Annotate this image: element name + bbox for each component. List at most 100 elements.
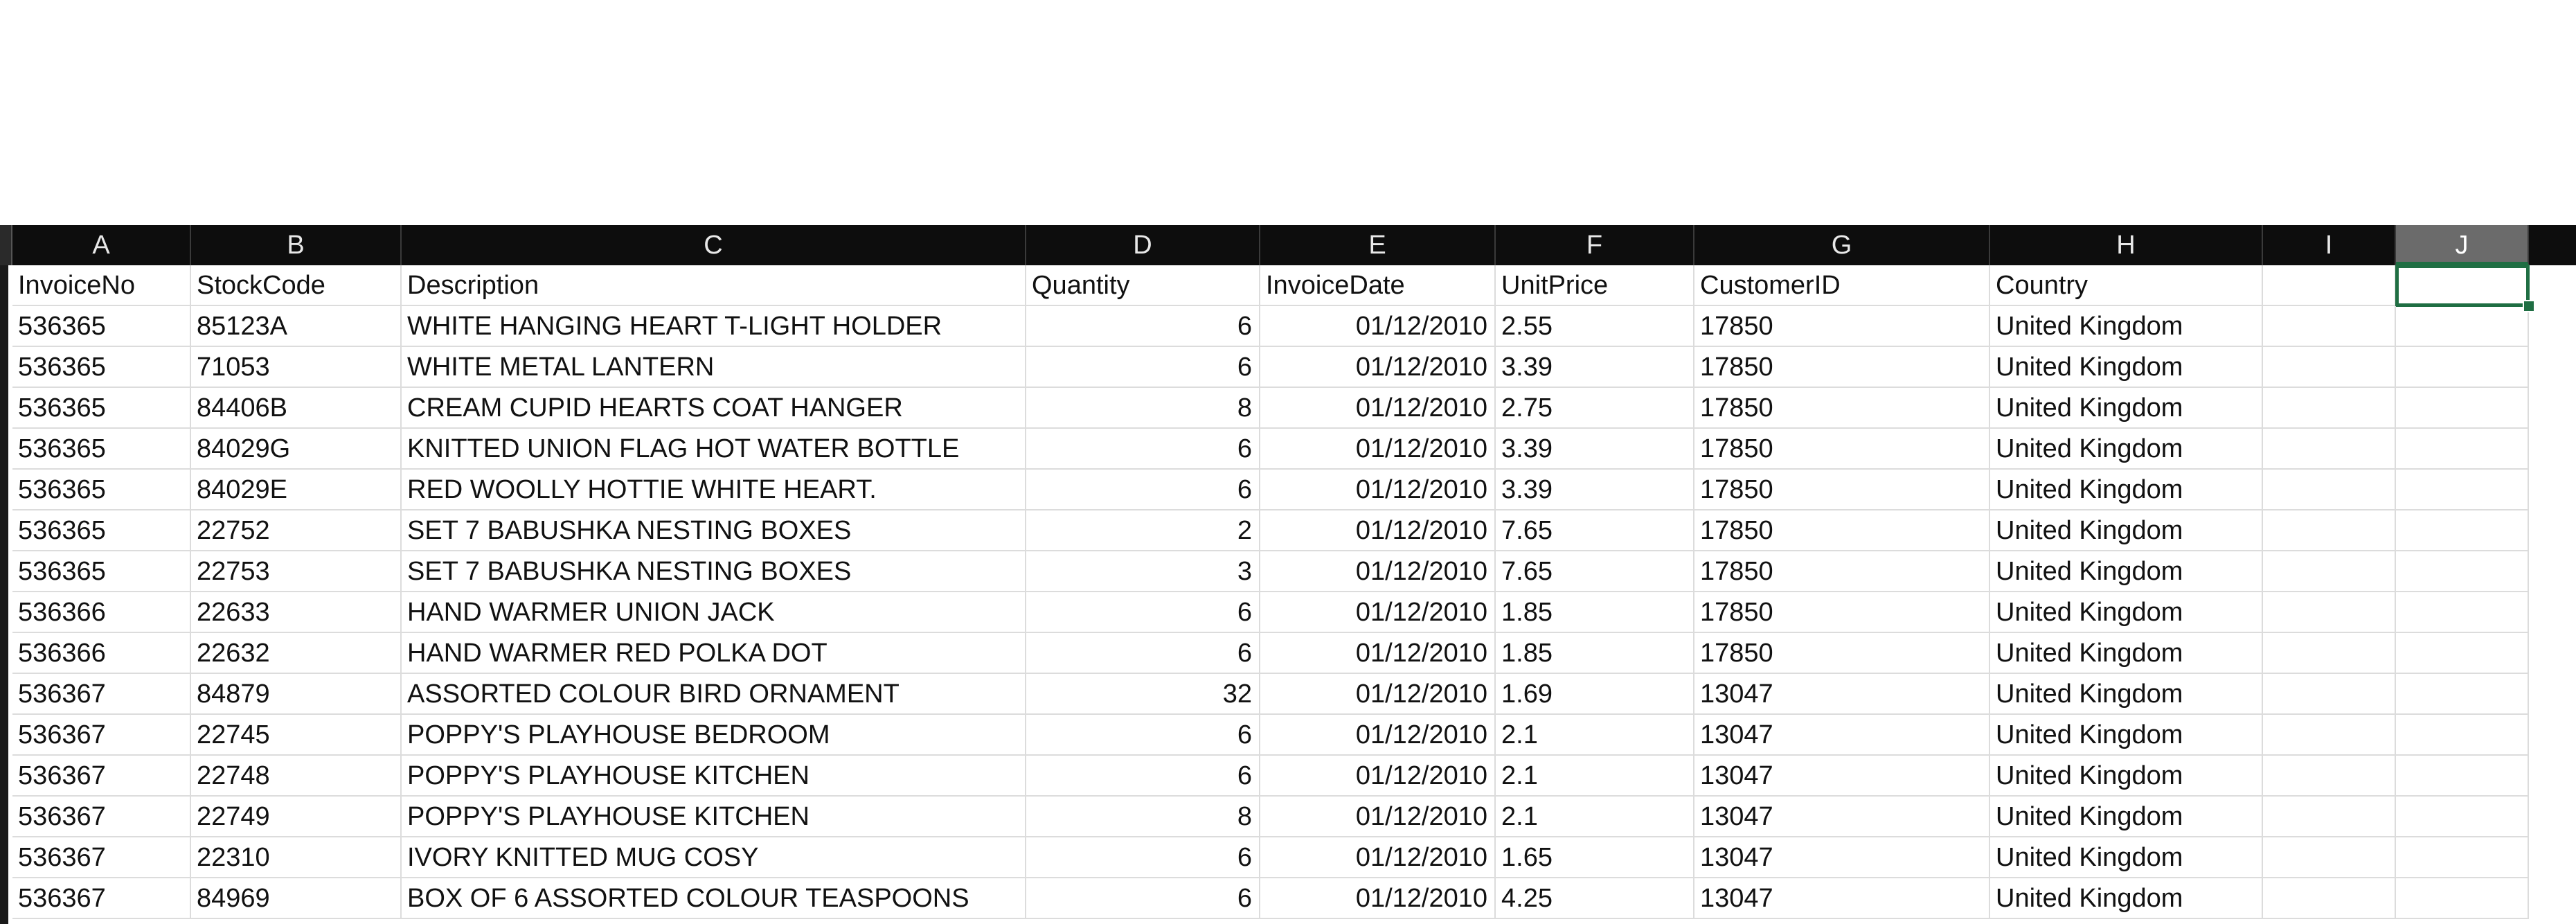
cell-customerid[interactable]: 17850 (1694, 470, 1990, 510)
cell-empty[interactable] (2396, 510, 2529, 551)
cell-description[interactable]: POPPY'S PLAYHOUSE KITCHEN (402, 797, 1026, 837)
cell-stockcode[interactable]: 22753 (191, 551, 402, 592)
cell-empty[interactable] (2396, 429, 2529, 470)
cell-stockcode[interactable]: 22749 (191, 797, 402, 837)
cell-invoiceno[interactable]: 536365 (12, 551, 191, 592)
cell-invoicedate[interactable]: 01/12/2010 (1260, 510, 1496, 551)
cell-unitprice[interactable]: 1.85 (1496, 633, 1694, 674)
active-cell[interactable] (2395, 265, 2530, 307)
cell-empty[interactable] (2396, 347, 2529, 388)
cell-quantity[interactable]: 6 (1026, 306, 1260, 347)
cell-customerid[interactable]: 17850 (1694, 306, 1990, 347)
cell-unitprice[interactable]: 3.39 (1496, 429, 1694, 470)
cell-description[interactable]: SET 7 BABUSHKA NESTING BOXES (402, 510, 1026, 551)
cell-invoiceno[interactable]: 536367 (12, 715, 191, 756)
row-header-strip[interactable] (0, 265, 8, 924)
cell-empty[interactable] (2396, 797, 2529, 837)
cell-invoicedate[interactable]: 01/12/2010 (1260, 878, 1496, 919)
cell-unitprice[interactable]: 2.1 (1496, 715, 1694, 756)
cell-stockcode[interactable]: 84879 (191, 674, 402, 715)
cell-invoiceno[interactable]: 536367 (12, 797, 191, 837)
cell-country[interactable]: United Kingdom (1990, 429, 2263, 470)
cell-empty[interactable] (2396, 756, 2529, 797)
cell-unitprice[interactable]: 1.69 (1496, 674, 1694, 715)
cell-stockcode[interactable]: 84406B (191, 388, 402, 429)
header-cell-customerid[interactable]: CustomerID (1694, 265, 1990, 306)
cell-quantity[interactable]: 2 (1026, 510, 1260, 551)
cell-empty[interactable] (2263, 592, 2396, 633)
cell-stockcode[interactable]: 22748 (191, 756, 402, 797)
cell-empty[interactable] (2396, 878, 2529, 919)
cell-invoicedate[interactable]: 01/12/2010 (1260, 551, 1496, 592)
cell-invoiceno[interactable]: 536367 (12, 674, 191, 715)
cell-empty[interactable] (2263, 878, 2396, 919)
cell-customerid[interactable]: 17850 (1694, 388, 1990, 429)
cell-description[interactable]: WHITE HANGING HEART T-LIGHT HOLDER (402, 306, 1026, 347)
cell-unitprice[interactable]: 7.65 (1496, 510, 1694, 551)
cell-empty[interactable] (2396, 633, 2529, 674)
cell-empty[interactable] (2263, 510, 2396, 551)
cell-invoiceno[interactable]: 536365 (12, 388, 191, 429)
cell-description[interactable]: BOX OF 6 ASSORTED COLOUR TEASPOONS (402, 878, 1026, 919)
cell-quantity[interactable]: 32 (1026, 674, 1260, 715)
cell-customerid[interactable]: 17850 (1694, 592, 1990, 633)
cell-customerid[interactable]: 13047 (1694, 797, 1990, 837)
cell-unitprice[interactable]: 2.55 (1496, 306, 1694, 347)
cell-description[interactable]: POPPY'S PLAYHOUSE KITCHEN (402, 756, 1026, 797)
cell-stockcode[interactable]: 84029E (191, 470, 402, 510)
cell-customerid[interactable]: 17850 (1694, 347, 1990, 388)
cell-empty[interactable] (2263, 715, 2396, 756)
cell-invoiceno[interactable]: 536366 (12, 633, 191, 674)
cell-customerid[interactable]: 17850 (1694, 510, 1990, 551)
cell-invoicedate[interactable]: 01/12/2010 (1260, 756, 1496, 797)
cell-invoicedate[interactable]: 01/12/2010 (1260, 633, 1496, 674)
cell-country[interactable]: United Kingdom (1990, 388, 2263, 429)
cell-description[interactable]: POPPY'S PLAYHOUSE BEDROOM (402, 715, 1026, 756)
cell-invoiceno[interactable]: 536365 (12, 470, 191, 510)
cell-unitprice[interactable]: 3.39 (1496, 470, 1694, 510)
cell-description[interactable]: WHITE METAL LANTERN (402, 347, 1026, 388)
cell-quantity[interactable]: 6 (1026, 347, 1260, 388)
cell-customerid[interactable]: 13047 (1694, 837, 1990, 878)
cell-empty[interactable] (2396, 306, 2529, 347)
cell-invoicedate[interactable]: 01/12/2010 (1260, 837, 1496, 878)
cell-invoiceno[interactable]: 536367 (12, 878, 191, 919)
header-cell-invoicedate[interactable]: InvoiceDate (1260, 265, 1496, 306)
cell-invoiceno[interactable]: 536367 (12, 756, 191, 797)
cell-quantity[interactable]: 3 (1026, 551, 1260, 592)
column-header-f[interactable]: F (1496, 225, 1694, 265)
cell-customerid[interactable]: 13047 (1694, 756, 1990, 797)
cell-country[interactable]: United Kingdom (1990, 470, 2263, 510)
cell-customerid[interactable]: 13047 (1694, 878, 1990, 919)
cell-empty[interactable] (2263, 756, 2396, 797)
cell-stockcode[interactable]: 85123A (191, 306, 402, 347)
cell-stockcode[interactable]: 84969 (191, 878, 402, 919)
column-header-g[interactable]: G (1694, 225, 1990, 265)
cell-empty[interactable] (2396, 837, 2529, 878)
cell-description[interactable]: HAND WARMER RED POLKA DOT (402, 633, 1026, 674)
cell-invoiceno[interactable]: 536365 (12, 510, 191, 551)
cell-unitprice[interactable]: 7.65 (1496, 551, 1694, 592)
select-all-corner[interactable] (0, 225, 12, 265)
cell-country[interactable]: United Kingdom (1990, 592, 2263, 633)
cell-country[interactable]: United Kingdom (1990, 633, 2263, 674)
cell-quantity[interactable]: 6 (1026, 756, 1260, 797)
cell-empty[interactable] (2263, 837, 2396, 878)
cell-country[interactable]: United Kingdom (1990, 715, 2263, 756)
fill-handle[interactable] (2523, 300, 2535, 312)
cell-unitprice[interactable]: 2.1 (1496, 756, 1694, 797)
cell-quantity[interactable]: 8 (1026, 797, 1260, 837)
cell-description[interactable]: IVORY KNITTED MUG COSY (402, 837, 1026, 878)
column-header-e[interactable]: E (1260, 225, 1496, 265)
cell-invoicedate[interactable]: 01/12/2010 (1260, 674, 1496, 715)
cell-invoiceno[interactable]: 536366 (12, 592, 191, 633)
cell-invoicedate[interactable]: 01/12/2010 (1260, 470, 1496, 510)
cell-empty[interactable] (2263, 551, 2396, 592)
cell-country[interactable]: United Kingdom (1990, 347, 2263, 388)
header-cell-country[interactable]: Country (1990, 265, 2263, 306)
cell-empty[interactable] (2263, 347, 2396, 388)
cell-country[interactable]: United Kingdom (1990, 797, 2263, 837)
column-header-j[interactable]: J (2396, 225, 2529, 265)
cell-description[interactable]: RED WOOLLY HOTTIE WHITE HEART. (402, 470, 1026, 510)
cell-empty[interactable] (2396, 674, 2529, 715)
